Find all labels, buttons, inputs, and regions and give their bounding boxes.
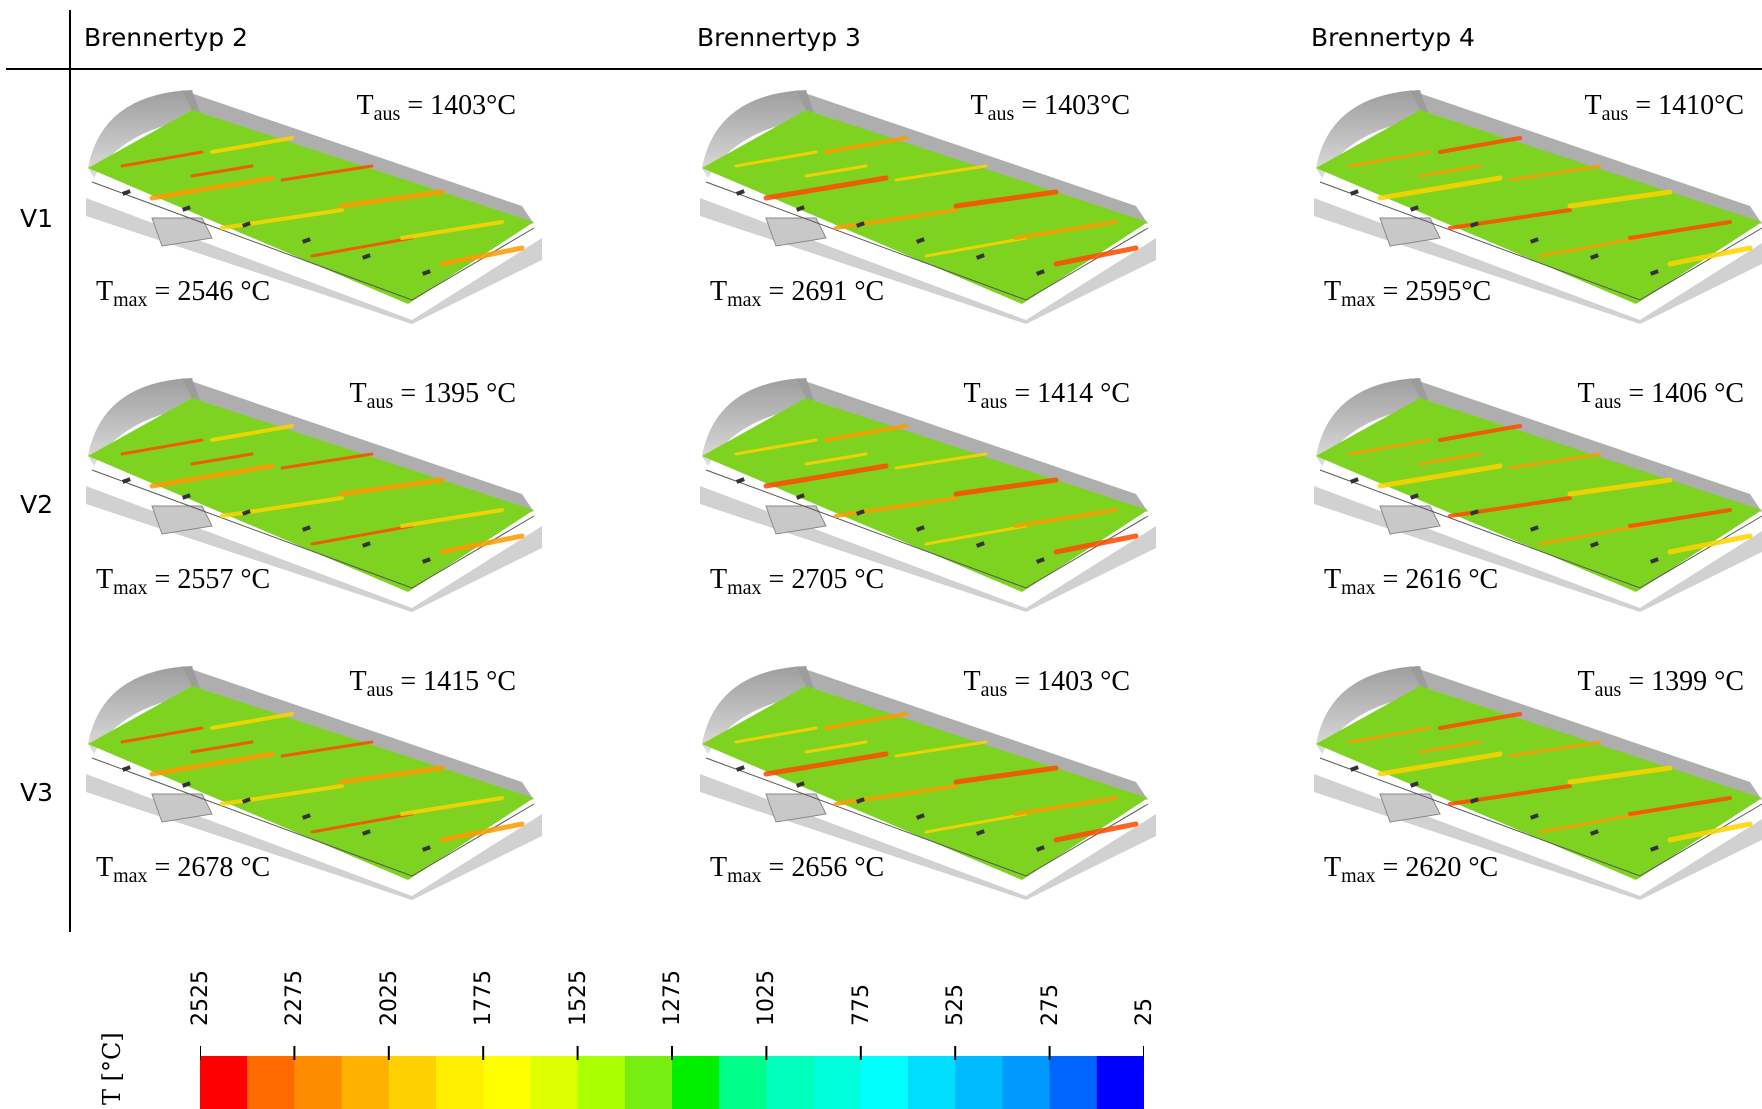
t-max-label: Tmax = 2620 °C	[1324, 852, 1499, 887]
t-aus-label: Taus = 1403°C	[356, 90, 516, 125]
colorbar-gradient	[200, 1046, 1144, 1109]
colorbar-tick-label: 775	[848, 984, 874, 1026]
t-max-label: Tmax = 2678 °C	[96, 852, 271, 887]
colorbar-segment	[436, 1056, 484, 1109]
vertical-rule	[69, 10, 71, 932]
furnace-temperature-render	[1314, 378, 1762, 612]
colorbar-segment	[341, 1056, 390, 1109]
col-header-brennertyp-2: Brennertyp 2	[84, 23, 248, 52]
colorbar-tick-label: 2525	[188, 970, 213, 1026]
colorbar-segment	[955, 1056, 1003, 1109]
t-max-label: Tmax = 2546 °C	[96, 276, 271, 311]
colorbar-segment	[577, 1056, 626, 1109]
colorbar-tick-label: 525	[943, 984, 969, 1026]
furnace-temperature-render	[1314, 90, 1762, 324]
furnace-temperature-render	[700, 90, 1156, 324]
colorbar-segment	[200, 1056, 248, 1109]
colorbar-tick-label: 1025	[754, 970, 780, 1026]
result-cell: Taus = 1395 °C Tmax = 2557 °C	[82, 376, 552, 612]
colorbar-segment	[813, 1056, 862, 1109]
result-cell: Taus = 1403°C Tmax = 2546 °C	[82, 88, 552, 324]
furnace-temperature-render	[700, 666, 1156, 900]
colorbar-segment	[719, 1056, 767, 1109]
colorbar-segment	[1096, 1056, 1144, 1109]
t-aus-label: Taus = 1415 °C	[349, 666, 516, 701]
row-header-v2: V2	[20, 490, 54, 519]
furnace-temperature-render	[700, 378, 1156, 612]
t-max-label: Tmax = 2705 °C	[710, 564, 885, 599]
col-header-brennertyp-3: Brennertyp 3	[697, 23, 861, 52]
furnace-temperature-render	[86, 666, 542, 900]
t-max-label: Tmax = 2557 °C	[96, 564, 271, 599]
colorbar-tick-label: 2025	[376, 970, 402, 1026]
t-max-label: Tmax = 2595°C	[1324, 276, 1492, 311]
result-cell: Taus = 1403°C Tmax = 2691 °C	[696, 88, 1166, 324]
t-max-label: Tmax = 2616 °C	[1324, 564, 1499, 599]
furnace-temperature-render	[86, 90, 542, 324]
furnace-temperature-render	[86, 378, 542, 612]
t-aus-label: Taus = 1410°C	[1584, 90, 1744, 125]
t-aus-label: Taus = 1403°C	[970, 90, 1130, 125]
colorbar-segment	[530, 1056, 579, 1109]
colorbar-segment	[624, 1056, 673, 1109]
colorbar-segment	[1002, 1056, 1051, 1109]
colorbar-unit-label: T [°C]	[98, 1032, 126, 1105]
colorbar-tick-label: 275	[1037, 984, 1063, 1026]
colorbar-tick-label: 1525	[565, 970, 591, 1026]
colorbar-tick-label: 1775	[471, 970, 497, 1026]
result-cell: Taus = 1414 °C Tmax = 2705 °C	[696, 376, 1166, 612]
t-aus-label: Taus = 1406 °C	[1577, 378, 1744, 413]
colorbar-segment	[766, 1056, 815, 1109]
row-header-v1: V1	[20, 204, 54, 233]
furnace-temperature-render	[1314, 666, 1762, 900]
t-max-label: Tmax = 2656 °C	[710, 852, 885, 887]
colorbar-segment	[294, 1056, 343, 1109]
t-aus-label: Taus = 1414 °C	[963, 378, 1130, 413]
result-cell: Taus = 1415 °C Tmax = 2678 °C	[82, 664, 552, 900]
result-cell: Taus = 1399 °C Tmax = 2620 °C	[1310, 664, 1762, 900]
colorbar-segment	[247, 1056, 295, 1109]
t-aus-label: Taus = 1399 °C	[1577, 666, 1744, 701]
colorbar-segment	[483, 1056, 531, 1109]
colorbar-segment	[860, 1056, 909, 1109]
colorbar-tick-label: 25	[1132, 998, 1157, 1026]
t-aus-label: Taus = 1403 °C	[963, 666, 1130, 701]
t-max-label: Tmax = 2691 °C	[710, 276, 885, 311]
colorbar-segment	[672, 1056, 720, 1109]
header-rule	[6, 68, 1762, 70]
colorbar-tick-label: 2275	[282, 970, 308, 1026]
colorbar-segment	[388, 1056, 437, 1109]
colorbar-segment	[1049, 1056, 1098, 1109]
colorbar-tick-label: 1275	[660, 970, 685, 1026]
colorbar-segment	[908, 1056, 956, 1109]
result-cell: Taus = 1410°C Tmax = 2595°C	[1310, 88, 1762, 324]
row-header-v3: V3	[20, 778, 54, 807]
col-header-brennertyp-4: Brennertyp 4	[1311, 23, 1475, 52]
result-cell: Taus = 1406 °C Tmax = 2616 °C	[1310, 376, 1762, 612]
result-cell: Taus = 1403 °C Tmax = 2656 °C	[696, 664, 1166, 900]
t-aus-label: Taus = 1395 °C	[349, 378, 516, 413]
